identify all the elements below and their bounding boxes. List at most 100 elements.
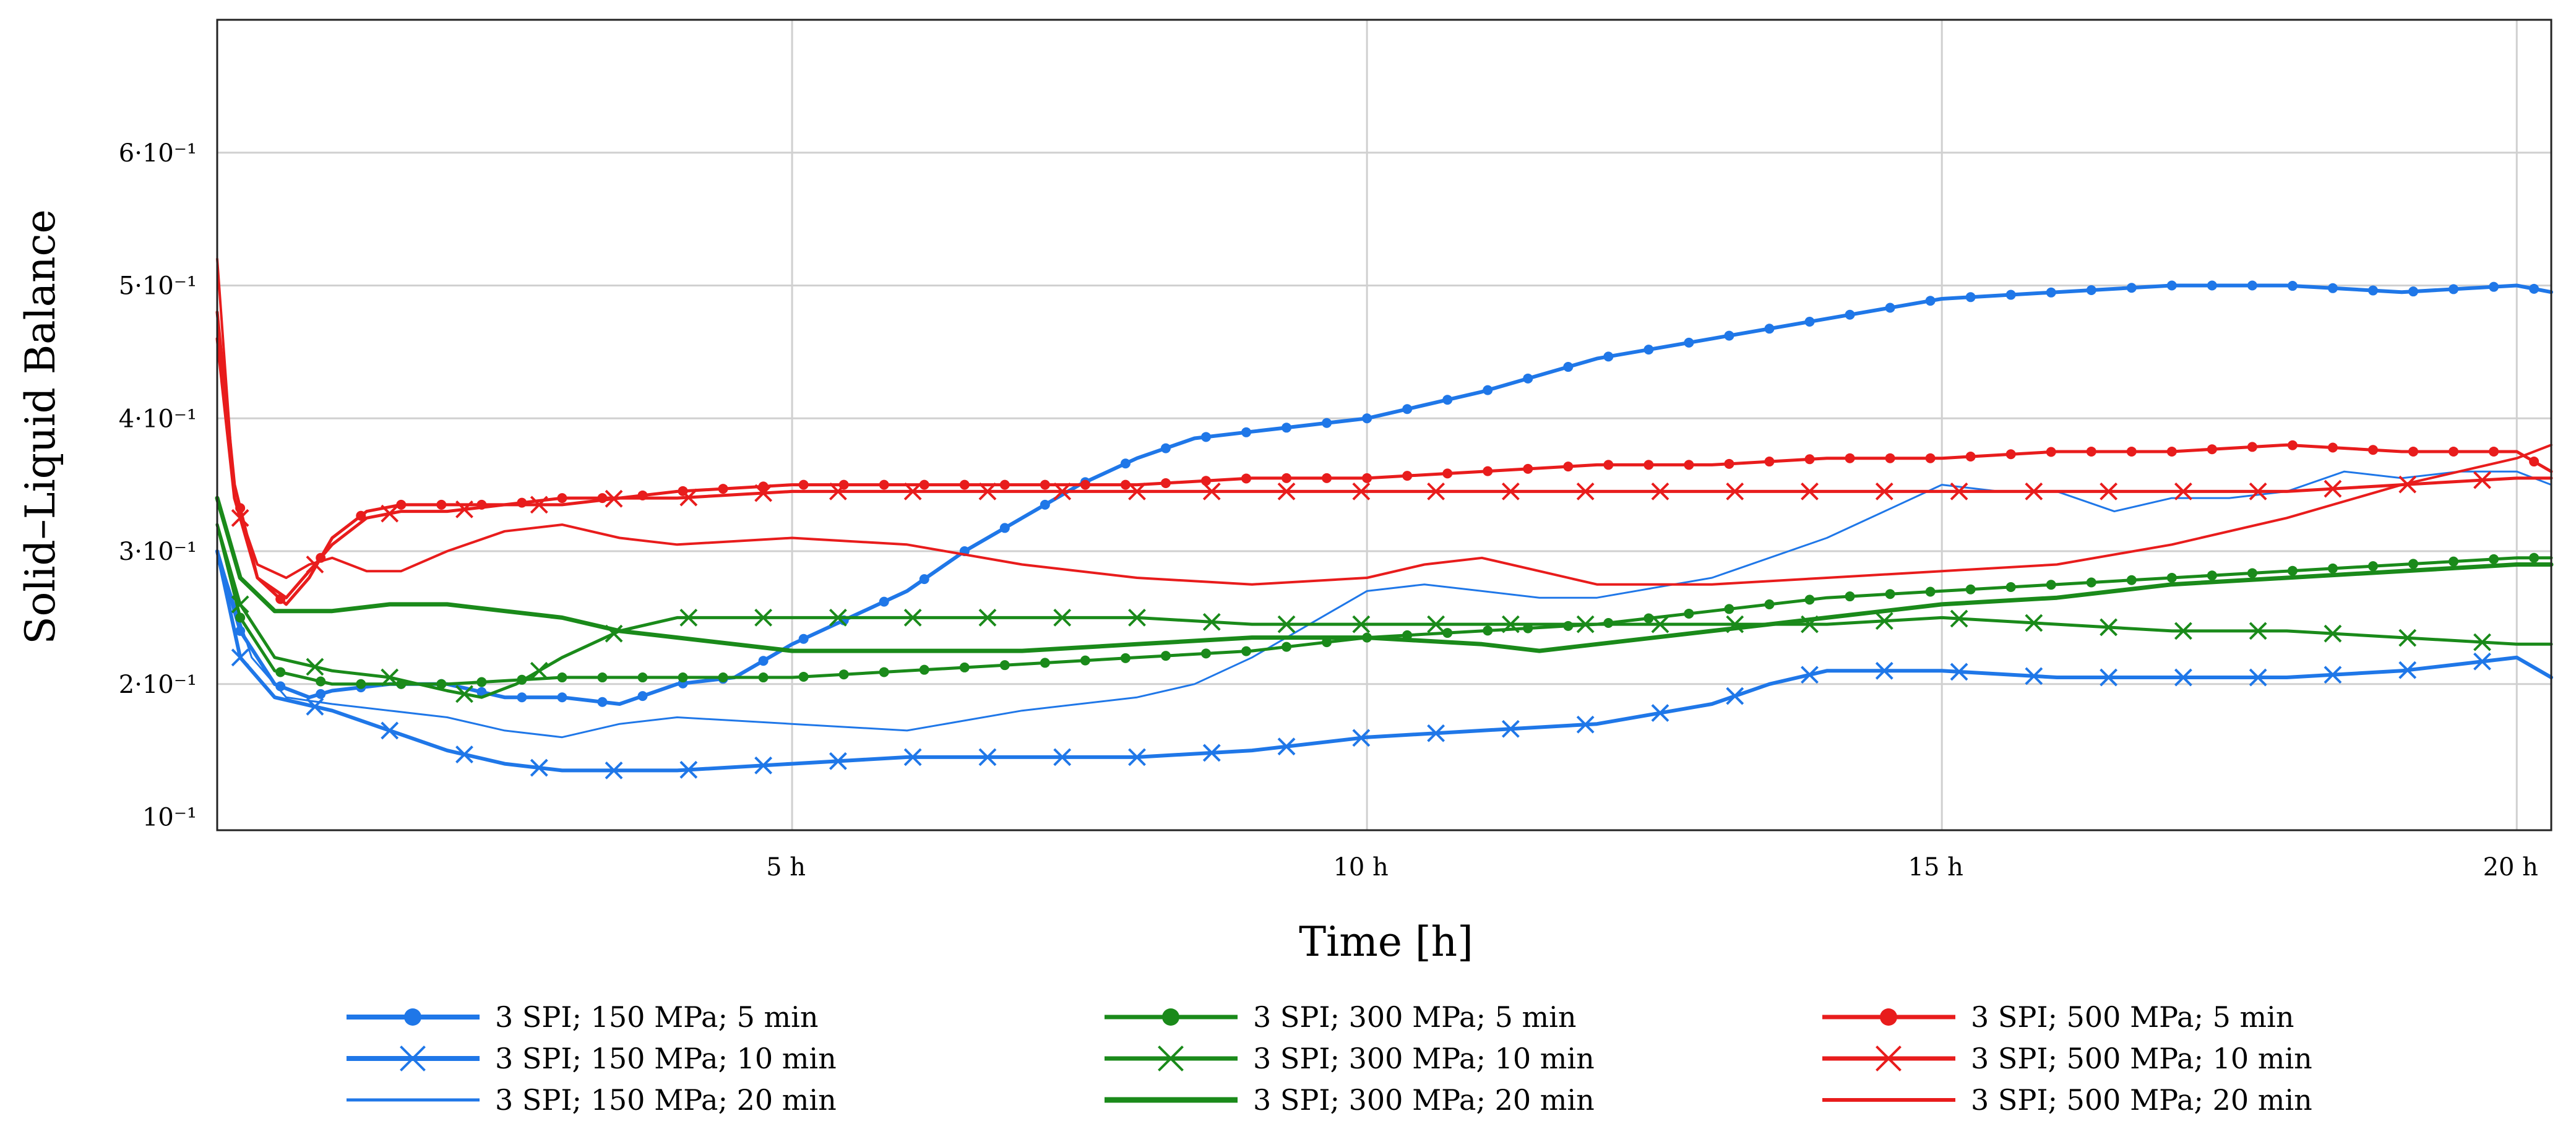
data-point: [1801, 482, 1819, 500]
data-point: [2046, 580, 2056, 590]
x-axis-title: Time [h]: [1299, 918, 1473, 966]
data-point: [1362, 413, 1372, 424]
data-point: [1241, 473, 1252, 484]
data-point: [2005, 290, 2016, 300]
data-point: [1875, 661, 1893, 680]
data-point: [1352, 482, 1371, 500]
legend: 3 SPI; 150 MPa; 5 min 3 SPI; 150 MPa; 10 …: [347, 1000, 2312, 1117]
data-point: [306, 658, 324, 676]
data-point: [2174, 668, 2192, 687]
data-point: [1282, 473, 1292, 483]
data-point: [1200, 432, 1211, 442]
data-point: [1282, 423, 1292, 433]
data-point: [1603, 460, 1614, 470]
data-point: [718, 484, 728, 494]
data-point: [1875, 612, 1893, 630]
data-point: [1282, 642, 1292, 652]
data-point: [2247, 568, 2257, 578]
legend-item: 3 SPI; 300 MPa; 20 min: [1105, 1083, 1595, 1117]
data-point: [476, 687, 487, 697]
data-point: [1764, 324, 1775, 334]
data-point: [530, 758, 548, 777]
data-point: [2025, 614, 2043, 632]
data-point: [1965, 452, 1976, 462]
series-7: [215, 311, 2553, 606]
data-point: [455, 500, 473, 518]
data-point: [1965, 584, 1976, 595]
data-point: [530, 496, 548, 514]
data-point: [1200, 648, 1211, 659]
data-point: [1277, 615, 1296, 633]
y-tick-label: 3·10⁻¹: [119, 538, 197, 566]
data-point: [2408, 446, 2419, 457]
data-point: [879, 479, 889, 490]
data-point: [1885, 453, 1895, 463]
data-point: [1801, 666, 1819, 684]
data-point: [2166, 280, 2177, 291]
data-point: [2367, 445, 2378, 455]
data-point: [1158, 1045, 1184, 1071]
data-point: [829, 608, 847, 627]
data-point: [381, 668, 399, 687]
data-point: [1651, 615, 1669, 633]
data-point: [1128, 748, 1146, 766]
data-point: [2025, 667, 2043, 685]
data-point: [605, 761, 623, 779]
data-point: [2473, 652, 2491, 671]
series-line: [215, 337, 2553, 599]
data-point: [679, 608, 698, 627]
data-point: [1764, 457, 1775, 467]
legend-item: 3 SPI; 500 MPa; 5 min: [1822, 1000, 2294, 1034]
series-4: [215, 523, 2553, 689]
data-point: [1277, 737, 1296, 756]
legend-label: 3 SPI; 150 MPa; 10 min: [495, 1042, 837, 1075]
data-point: [1162, 1008, 1179, 1026]
data-point: [2489, 281, 2499, 292]
data-point: [1643, 345, 1654, 355]
y-tick-label: 6·10⁻¹: [119, 139, 197, 168]
data-point: [678, 672, 688, 683]
data-point: [1764, 599, 1775, 609]
data-point: [1724, 330, 1734, 341]
data-point: [2247, 280, 2257, 291]
series-line: [215, 549, 2553, 773]
data-point: [1804, 595, 1815, 605]
data-point: [1202, 482, 1221, 500]
data-point: [1080, 479, 1090, 490]
data-point: [2207, 444, 2217, 455]
plot-background: [217, 20, 2551, 830]
data-point: [275, 667, 286, 677]
data-point: [381, 721, 399, 740]
data-point: [758, 672, 769, 683]
data-point: [1053, 748, 1072, 766]
data-point: [2529, 457, 2539, 467]
data-point: [2367, 285, 2378, 296]
series-line: [216, 257, 2552, 586]
data-point: [2324, 479, 2342, 498]
data-point: [1053, 482, 1072, 500]
x-tick-label: 10 h: [1333, 853, 1388, 882]
series-3: [216, 470, 2552, 739]
data-point: [919, 664, 929, 675]
legend-item: 3 SPI; 500 MPa; 10 min: [1822, 1042, 2312, 1075]
data-point: [1053, 608, 1072, 627]
data-point: [978, 608, 997, 627]
data-point: [597, 672, 608, 683]
data-point: [2473, 633, 2491, 651]
data-point: [1885, 589, 1895, 599]
data-point: [316, 689, 326, 699]
data-point: [2207, 570, 2217, 581]
data-point: [1925, 296, 1936, 306]
series-line: [215, 523, 2553, 699]
data-point: [959, 662, 970, 672]
data-point: [2327, 442, 2338, 453]
data-point: [1427, 482, 1445, 500]
data-point: [1925, 453, 1936, 463]
data-point: [1483, 385, 1493, 395]
data-point: [754, 756, 773, 775]
data-point: [1427, 615, 1445, 633]
data-point: [2166, 572, 2177, 583]
legend-label: 3 SPI; 300 MPa; 5 min: [1253, 1000, 1576, 1034]
data-point: [2408, 286, 2419, 297]
data-point: [455, 685, 473, 703]
